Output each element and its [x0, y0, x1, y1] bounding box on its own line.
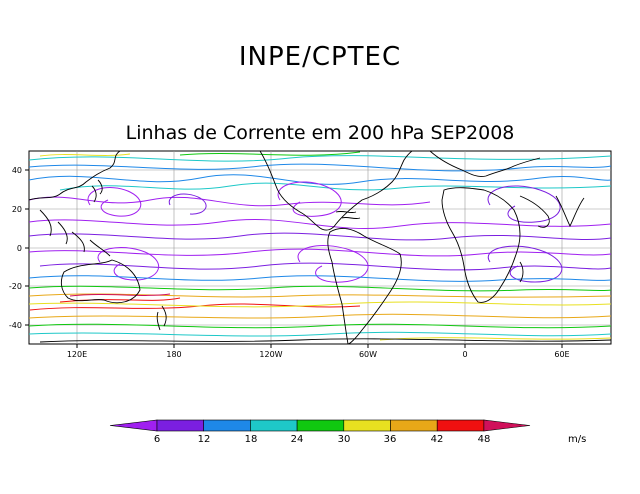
coast-caribbean — [335, 210, 361, 220]
colorbar-level-label: 18 — [245, 434, 258, 445]
streamline-north-3 — [179, 151, 361, 156]
colorbar-level-label: 36 — [384, 434, 397, 445]
colorbar — [109, 419, 531, 432]
lat-tick-label: 40 — [12, 166, 22, 175]
colorbar-level-label: 48 — [478, 434, 491, 445]
colorbar-segment — [483, 419, 531, 432]
lat-tick-label: -20 — [9, 282, 22, 291]
streamline-north-1 — [29, 155, 611, 162]
coast-australia — [60, 259, 141, 304]
coast-africa — [441, 187, 521, 303]
streamline-sj-7 — [29, 301, 611, 308]
lat-axis: 40 20 0 -20 -40 — [9, 166, 29, 330]
lat-tick-label: 0 — [17, 244, 22, 253]
colorbar-level-label: 42 — [431, 434, 444, 445]
map-subtitle: Linhas de Corrente em 200 hPa SEP2008 — [125, 122, 515, 144]
colorbar-segment — [436, 419, 485, 432]
lon-tick-label: 120E — [67, 350, 87, 359]
streamline-sgyre-1 — [97, 246, 160, 281]
streamline-eq-3 — [29, 248, 611, 257]
lon-tick-label: 120W — [259, 350, 282, 359]
lat-tick-label: 20 — [12, 205, 22, 214]
colorbar-level-label: 30 — [338, 434, 351, 445]
lon-tick-label: 180 — [166, 350, 181, 359]
lon-axis: 120E 180 120W 60W 0 60E — [67, 344, 570, 359]
colorbar-level-label: 24 — [291, 434, 304, 445]
streamline-sj-5 — [69, 293, 171, 297]
streamlines — [29, 151, 611, 341]
lon-tick-label: 60W — [359, 350, 377, 359]
streamline-nj-1 — [29, 174, 611, 185]
coastlines — [29, 151, 611, 344]
coast-antarctic — [39, 338, 611, 343]
lon-tick-label: 0 — [462, 350, 467, 359]
streamline-south-3 — [29, 331, 611, 337]
colorbar-units: m/s — [568, 434, 587, 445]
streamline-south-2 — [29, 323, 611, 329]
streamline-sj-3 — [29, 293, 611, 298]
colorbar-segment — [343, 419, 391, 432]
colorbar-segment — [390, 419, 438, 432]
streamline-gyre-3 — [487, 185, 561, 223]
coast-s-america — [327, 228, 402, 344]
coast-europe — [429, 151, 541, 177]
streamline-sgyre-3 — [487, 245, 563, 283]
colorbar-labels: 6 12 18 24 30 36 42 48 — [154, 434, 491, 445]
streamline-gyre-4 — [168, 193, 207, 215]
coast-india — [555, 195, 585, 228]
streamline-nj-2 — [59, 182, 611, 191]
streamline-north-4 — [39, 153, 131, 157]
colorbar-segment — [156, 419, 205, 432]
lon-tick-label: 60E — [554, 350, 569, 359]
streamline-gyre-1 — [87, 187, 142, 217]
coast-se-asia — [39, 209, 111, 257]
colorbar-segment — [296, 419, 345, 432]
coast-japan — [91, 179, 103, 203]
streamline-south-1 — [29, 313, 611, 319]
streamline-sgyre-2 — [297, 245, 369, 283]
coast-madagascar — [519, 261, 524, 283]
map-contents — [29, 151, 611, 344]
streamline-eq-4 — [39, 262, 611, 271]
coast-nz — [156, 305, 167, 331]
streamline-south-4 — [379, 337, 611, 341]
streamline-gyre-2 — [277, 181, 342, 217]
colorbar-level-label: 12 — [198, 434, 211, 445]
streamline-sj-1 — [29, 275, 611, 282]
colorbar-segment — [109, 419, 158, 432]
streamline-eq-2 — [29, 232, 611, 241]
colorbar-segment — [250, 419, 298, 432]
lat-tick-label: -40 — [9, 321, 22, 330]
streamline-north-2 — [29, 163, 611, 172]
coast-asia — [29, 151, 121, 201]
colorbar-segment — [203, 419, 251, 432]
streamline-sj-2 — [29, 285, 611, 292]
coast-n-america — [259, 151, 413, 231]
coast-arabia — [519, 195, 550, 228]
colorbar-level-label: 6 — [154, 434, 160, 445]
page-title: INPE/CPTEC — [238, 42, 402, 72]
